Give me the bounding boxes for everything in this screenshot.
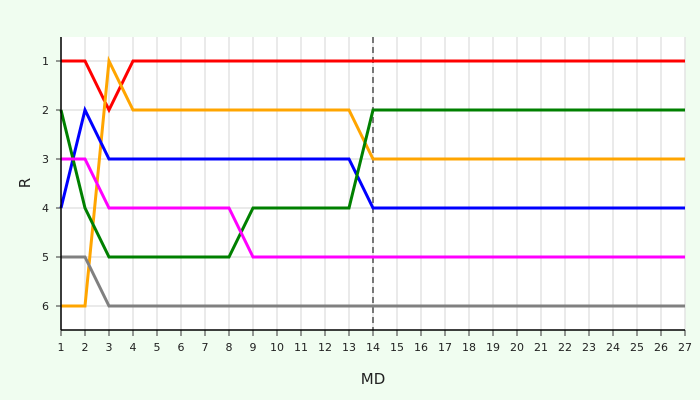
x-tick-label: 24 <box>606 341 620 354</box>
series-line-6 <box>61 255 685 308</box>
x-tick-label: 26 <box>654 341 668 354</box>
x-tick-label: 19 <box>486 341 500 354</box>
x-tick-label: 23 <box>582 341 596 354</box>
y-tick-label: 4 <box>42 202 49 215</box>
x-tick-label: 2 <box>82 341 89 354</box>
x-tick-label: 6 <box>178 341 185 354</box>
x-tick-label: 7 <box>202 341 209 354</box>
x-tick-label: 12 <box>318 341 332 354</box>
x-tick-label: 10 <box>270 341 284 354</box>
series-line-4 <box>59 108 685 259</box>
series-line-2 <box>61 55 685 308</box>
y-tick-label: 1 <box>42 55 49 68</box>
x-tick-label: 5 <box>154 341 161 354</box>
x-tick-label: 21 <box>534 341 548 354</box>
x-tick-label: 15 <box>390 341 404 354</box>
series-lines <box>59 55 685 308</box>
x-tick-label: 4 <box>130 341 137 354</box>
x-tick-label: 16 <box>414 341 428 354</box>
y-tick-label: 3 <box>42 153 49 166</box>
series-line-1 <box>61 59 685 114</box>
series-line-5 <box>61 157 685 259</box>
y-tick-label: 6 <box>42 300 49 313</box>
y-tick-label: 2 <box>42 104 49 117</box>
x-tick-label: 27 <box>678 341 692 354</box>
x-tick-label: 13 <box>342 341 356 354</box>
x-tick-label: 8 <box>226 341 233 354</box>
x-tick-label: 20 <box>510 341 524 354</box>
x-tick-label: 3 <box>106 341 113 354</box>
x-tick-label: 17 <box>438 341 452 354</box>
x-tick-label: 25 <box>630 341 644 354</box>
series-line-3 <box>59 105 685 210</box>
x-tick-label: 11 <box>294 341 308 354</box>
x-tick-label: 14 <box>366 341 380 354</box>
x-tick-label: 22 <box>558 341 572 354</box>
x-tick-label: 9 <box>250 341 257 354</box>
x-tick-label: 1 <box>58 341 65 354</box>
y-axis-label: R <box>16 178 34 188</box>
y-tick-label: 5 <box>42 251 49 264</box>
axes: 1 2 3 4 5 6 7 8 9 10 11 12 13 14 15 16 17 18 19 20 21 22 23 24 2… <box>42 37 692 354</box>
x-tick-label: 18 <box>462 341 476 354</box>
x-axis-label: MD <box>361 370 386 388</box>
